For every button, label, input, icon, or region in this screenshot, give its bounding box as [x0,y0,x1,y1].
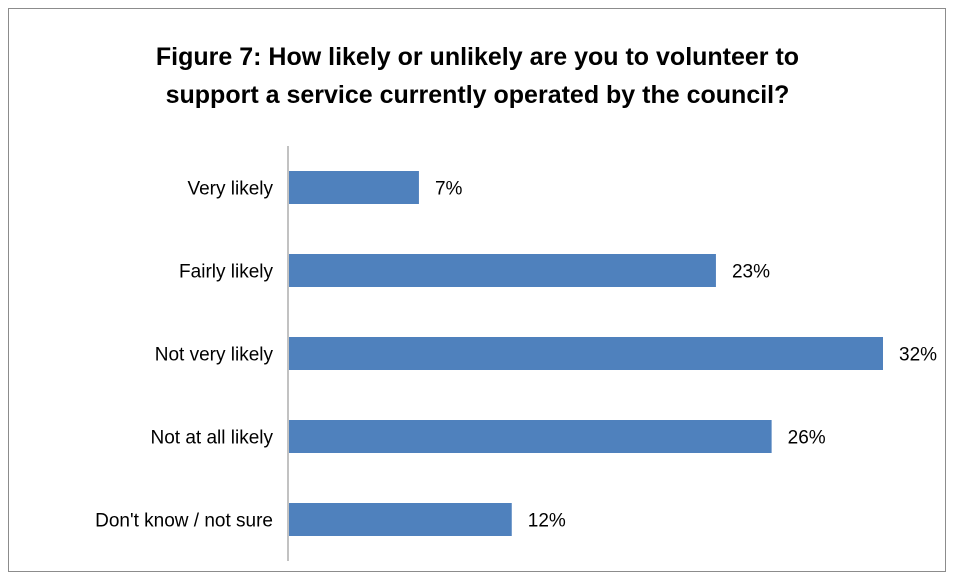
chart-frame [8,8,946,572]
data-label-3: 26% [788,428,826,449]
data-label-0: 7% [435,179,463,200]
category-label-1: Fairly likely [179,262,273,283]
chart-title-line-2: support a service currently operated by … [165,81,790,109]
chart-title-line-1: Figure 7: How likely or unlikely are you… [155,43,800,71]
category-label-3: Not at all likely [151,428,274,449]
data-label-1: 23% [732,262,770,283]
chart-title: Figure 7: How likely or unlikely are you… [0,38,955,114]
data-label-4: 12% [528,511,566,532]
bar-3 [289,420,772,453]
category-label-2: Not very likely [155,345,274,366]
bar-0 [289,171,419,204]
data-label-2: 32% [899,345,937,366]
bar-1 [289,254,716,287]
category-label-0: Very likely [187,179,273,200]
bar-4 [289,503,512,536]
bar-2 [289,337,883,370]
category-label-4: Don't know / not sure [95,511,273,532]
